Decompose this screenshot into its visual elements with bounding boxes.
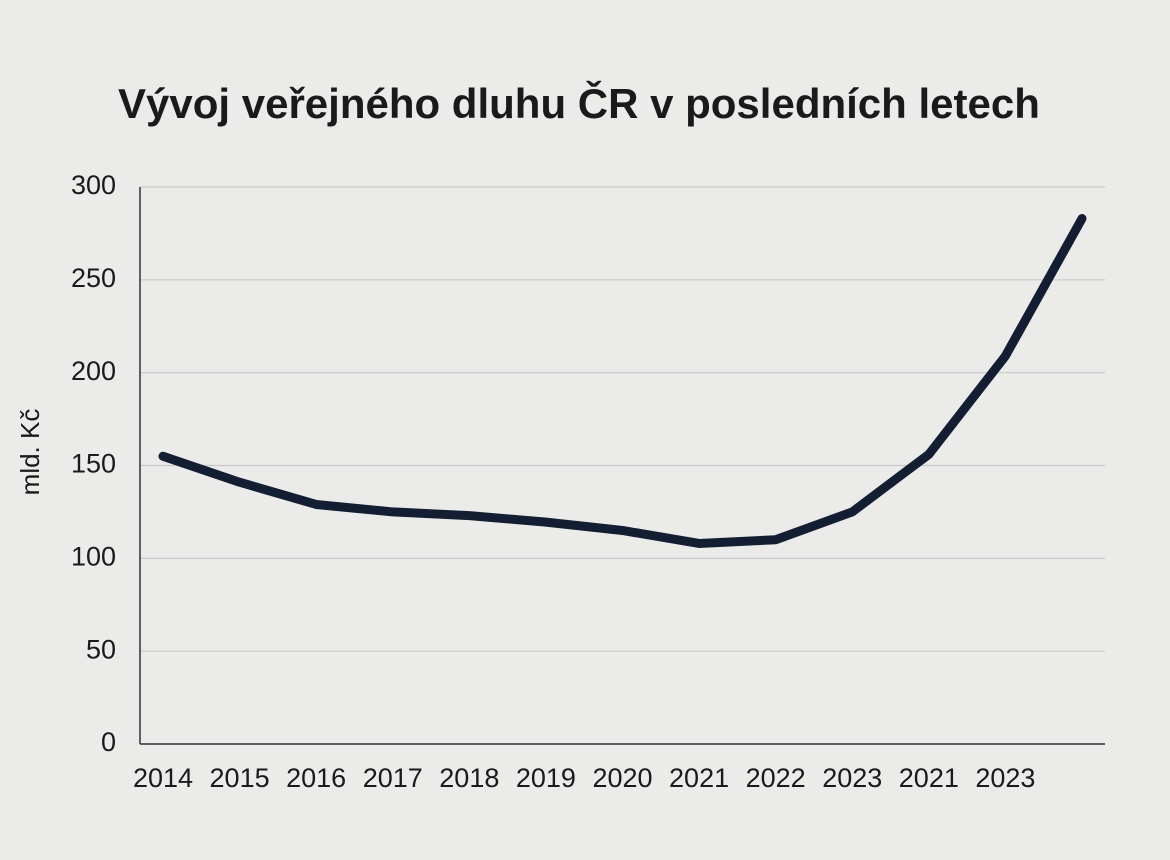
x-tick-label: 2021 bbox=[899, 763, 959, 793]
x-tick-label: 2023 bbox=[975, 763, 1035, 793]
x-tick-label: 2017 bbox=[363, 763, 423, 793]
x-tick-label: 2020 bbox=[592, 763, 652, 793]
x-tick-label: 2019 bbox=[516, 763, 576, 793]
y-tick-label: 150 bbox=[71, 449, 116, 479]
x-tick-label: 2016 bbox=[286, 763, 346, 793]
x-tick-label: 2014 bbox=[133, 763, 193, 793]
y-tick-label: 300 bbox=[71, 170, 116, 200]
y-axis-label: mld. Kč bbox=[15, 409, 45, 496]
x-tick-label: 2023 bbox=[822, 763, 882, 793]
y-tick-label: 250 bbox=[71, 263, 116, 293]
x-tick-label: 2015 bbox=[210, 763, 270, 793]
y-tick-label: 200 bbox=[71, 356, 116, 386]
y-tick-label: 0 bbox=[101, 727, 116, 757]
x-tick-label: 2021 bbox=[669, 763, 729, 793]
x-tick-label: 2022 bbox=[746, 763, 806, 793]
data-line bbox=[158, 214, 1087, 548]
chart-title: Vývoj veřejného dluhu ČR v posledních le… bbox=[118, 79, 1040, 127]
y-tick-label: 100 bbox=[71, 541, 116, 571]
x-tick-label: 2018 bbox=[439, 763, 499, 793]
y-tick-label: 50 bbox=[86, 634, 116, 664]
